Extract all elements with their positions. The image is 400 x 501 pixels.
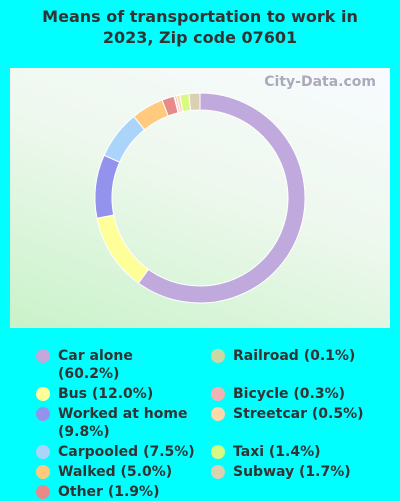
chart-title: Means of transportation to work in 2023,…: [42, 7, 358, 47]
legend-value: (1.7%): [299, 464, 351, 480]
legend-value: (9.8%): [58, 424, 110, 440]
donut-segment: [96, 214, 150, 284]
legend-value: (12.0%): [91, 386, 154, 402]
legend-item: Other (1.9%): [34, 483, 209, 501]
legend-swatch: [36, 445, 50, 459]
legend-label: Streetcar (0.5%): [233, 405, 373, 423]
legend-name: Other: [58, 484, 103, 500]
donut-segment: [188, 92, 201, 112]
donut-segment: [103, 115, 146, 163]
legend-item: Bicycle (0.3%): [209, 385, 384, 403]
legend-name: Railroad: [233, 348, 299, 364]
legend-value: (5.0%): [120, 464, 173, 480]
legend-item: Walked (5.0%): [34, 463, 209, 481]
legend-label: Bicycle (0.3%): [233, 385, 373, 403]
legend-name: Subway: [233, 464, 295, 480]
legend-swatch: [36, 349, 50, 363]
legend-item: Car alone (60.2%): [34, 347, 209, 383]
legend-name: Streetcar: [233, 406, 308, 422]
legend-name: Walked: [58, 464, 116, 480]
legend-label: Carpooled (7.5%): [58, 443, 198, 461]
legend-value: (0.5%): [311, 406, 364, 422]
legend-value: (1.9%): [107, 484, 160, 500]
legend-swatch: [36, 387, 50, 401]
legend-name: Car alone: [58, 348, 133, 364]
legend-name: Bicycle: [233, 386, 289, 402]
legend-swatch: [36, 485, 50, 499]
legend-label: Other (1.9%): [58, 483, 198, 501]
legend-item: Streetcar (0.5%): [209, 405, 384, 441]
legend-label: Railroad (0.1%): [233, 347, 373, 365]
legend-name: Bus: [58, 386, 87, 402]
legend-item: Bus (12.0%): [34, 385, 209, 403]
legend-label: Worked at home (9.8%): [58, 405, 198, 441]
legend-name: Worked at home: [58, 406, 188, 422]
legend-value: (7.5%): [143, 444, 195, 460]
legend-item: Worked at home (9.8%): [34, 405, 209, 441]
plot-area: City-Data.com: [10, 68, 390, 328]
legend-swatch: [211, 387, 225, 401]
legend-swatch: [36, 407, 50, 421]
legend-item: Railroad (0.1%): [209, 347, 384, 383]
legend-name: Taxi: [233, 444, 265, 460]
legend-label: Subway (1.7%): [233, 463, 373, 481]
legend-value: (0.1%): [303, 348, 356, 364]
legend-name: Carpooled: [58, 444, 139, 460]
legend-label: Walked (5.0%): [58, 463, 198, 481]
legend-value: (0.3%): [293, 386, 345, 402]
donut-segment: [94, 154, 121, 219]
legend-swatch: [211, 445, 225, 459]
legend-item: Carpooled (7.5%): [34, 443, 209, 461]
legend-label: Taxi (1.4%): [233, 443, 373, 461]
legend-swatch: [211, 349, 225, 363]
legend-label: Bus (12.0%): [58, 385, 198, 403]
legend-swatch: [211, 407, 225, 421]
legend-item: Subway (1.7%): [209, 463, 384, 481]
legend-value: (1.4%): [268, 444, 321, 460]
legend-label: Car alone (60.2%): [58, 347, 198, 383]
legend: Car alone (60.2%) Bus (12.0%) Worked at ho…: [34, 347, 384, 501]
legend-value: (60.2%): [58, 366, 120, 382]
chart: [94, 92, 306, 304]
legend-swatch: [211, 465, 225, 479]
watermark: City-Data.com: [264, 74, 376, 90]
legend-item: Taxi (1.4%): [209, 443, 384, 461]
donut-segment: [137, 92, 306, 304]
legend-swatch: [36, 465, 50, 479]
